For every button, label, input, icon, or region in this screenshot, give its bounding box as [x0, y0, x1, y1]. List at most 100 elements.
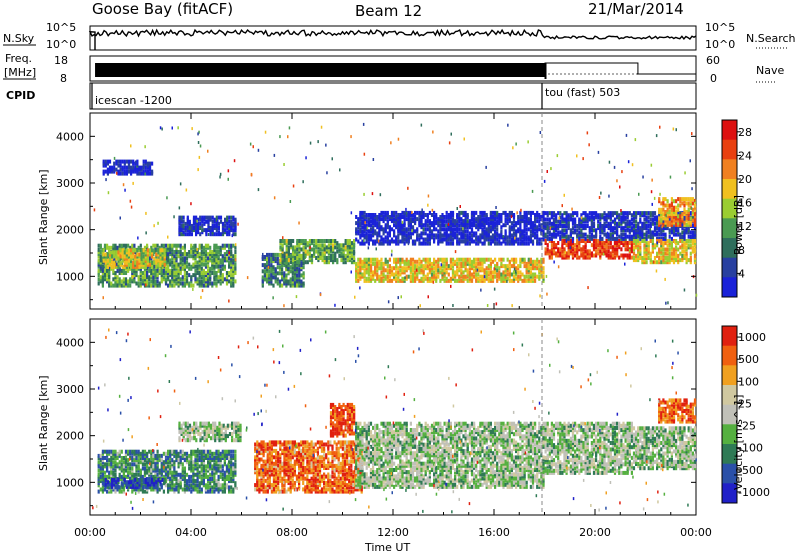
data-cell	[308, 258, 311, 263]
data-cell	[127, 281, 130, 286]
data-cell	[344, 253, 347, 258]
scatter-cell	[227, 169, 230, 173]
data-cell	[386, 276, 389, 281]
data-cell	[304, 241, 307, 246]
data-cell	[106, 462, 109, 467]
data-cell	[101, 266, 104, 271]
data-cell	[192, 226, 196, 230]
data-cell	[466, 272, 469, 277]
data-cell	[390, 272, 394, 277]
data-cell	[525, 278, 528, 283]
data-cell	[179, 260, 182, 265]
data-cell	[161, 258, 164, 263]
data-cell	[103, 247, 107, 252]
data-cell	[403, 259, 406, 264]
data-cell	[679, 211, 682, 216]
data-cell	[184, 232, 187, 237]
data-cell	[300, 283, 303, 288]
data-cell	[470, 259, 474, 264]
data-cell	[228, 226, 231, 230]
data-cell	[681, 230, 684, 235]
date-label: 21/Mar/2014	[588, 0, 684, 18]
data-cell	[372, 274, 375, 279]
data-cell	[106, 271, 109, 275]
data-cell	[664, 226, 667, 231]
data-cell	[293, 279, 297, 284]
data-cell	[521, 241, 524, 246]
data-cell	[592, 239, 596, 243]
data-cell	[550, 224, 553, 228]
data-cell	[116, 456, 119, 460]
data-cell	[687, 222, 690, 227]
data-cell	[226, 215, 229, 220]
data-cell	[203, 215, 206, 220]
data-cell	[151, 169, 154, 174]
data-cell	[393, 210, 396, 215]
data-cell	[110, 466, 113, 471]
data-cell	[124, 245, 128, 250]
data-cell	[164, 252, 168, 257]
data-cell	[357, 261, 360, 266]
data-cell	[437, 257, 440, 262]
data-cell	[460, 223, 463, 228]
data-cell	[411, 268, 415, 273]
data-cell	[97, 271, 100, 275]
data-cell	[209, 245, 212, 250]
data-cell	[468, 266, 471, 271]
data-cell	[323, 247, 326, 252]
data-cell	[173, 273, 176, 278]
data-cell	[175, 266, 178, 271]
data-cell	[622, 253, 625, 258]
scatter-cell	[288, 126, 291, 130]
scatter-cell	[624, 262, 626, 266]
data-cell	[169, 283, 172, 288]
data-cell	[510, 225, 513, 230]
data-cell	[160, 268, 163, 273]
data-cell	[106, 449, 109, 454]
data-cell	[202, 252, 205, 257]
data-cell	[601, 236, 604, 241]
data-cell	[578, 245, 581, 250]
data-cell	[565, 213, 568, 218]
data-cell	[234, 226, 237, 230]
data-cell	[624, 243, 627, 248]
data-cell	[512, 231, 516, 236]
data-cell	[504, 264, 507, 269]
data-cell	[156, 283, 159, 288]
data-cell	[357, 278, 360, 283]
data-cell	[117, 260, 120, 265]
data-cell	[386, 274, 389, 279]
scatter-cell	[405, 207, 407, 211]
data-cell	[348, 251, 351, 256]
data-cell	[670, 203, 673, 208]
data-cell	[108, 449, 111, 454]
data-cell	[639, 219, 642, 224]
data-cell	[601, 226, 604, 231]
scatter-cell	[652, 260, 655, 264]
data-cell	[672, 251, 676, 256]
data-cell	[683, 234, 686, 239]
data-cell	[588, 215, 591, 220]
data-cell	[185, 271, 189, 275]
scatter-cell	[350, 270, 352, 274]
data-cell	[586, 251, 589, 256]
data-cell	[357, 217, 360, 222]
scatter-cell	[144, 172, 146, 176]
data-cell	[645, 219, 648, 224]
data-cell	[449, 264, 452, 269]
data-cell	[681, 243, 684, 248]
data-cell	[215, 275, 218, 280]
data-cell	[122, 271, 125, 275]
data-cell	[464, 276, 467, 281]
data-cell	[329, 247, 333, 252]
data-cell	[144, 256, 147, 261]
data-cell	[555, 226, 558, 231]
data-cell	[420, 276, 423, 281]
data-cell	[447, 233, 450, 238]
scatter-cell	[161, 127, 163, 131]
data-cell	[496, 237, 499, 242]
data-cell	[346, 241, 349, 246]
data-cell	[449, 276, 452, 281]
data-cell	[134, 264, 137, 269]
data-cell	[167, 252, 170, 257]
